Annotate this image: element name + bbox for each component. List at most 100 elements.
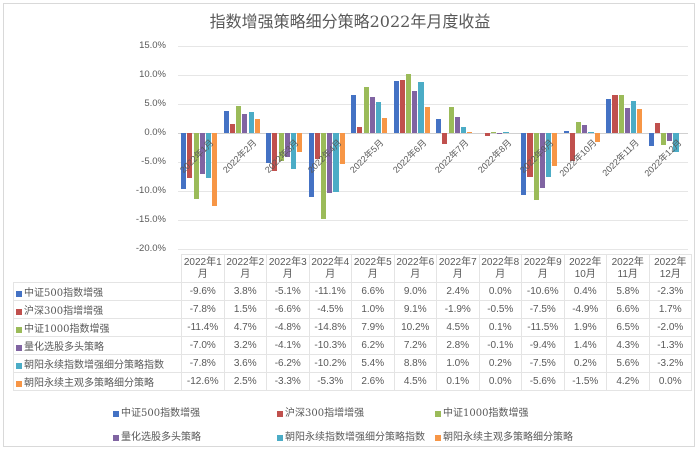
table-cell: 1.4% (563, 336, 607, 355)
table-cell: 6.6% (606, 300, 650, 319)
header-line-2: 月 (282, 268, 293, 280)
table-column-header: 2022年8 月 (478, 254, 522, 283)
bar (399, 80, 405, 133)
bar (248, 112, 254, 133)
header-line-2: 月 (410, 268, 421, 280)
bar (563, 130, 569, 133)
series-name: 朝阳永续主观多策略细分策略 (24, 378, 154, 389)
table-cell: -0.5% (478, 300, 522, 319)
table-cell: 0.2% (478, 354, 522, 373)
table-cell: -7.0% (181, 336, 225, 355)
table-cell: -7.8% (181, 300, 225, 319)
series-row-header: 中证1000指数增强 (13, 318, 182, 337)
bar (654, 123, 661, 133)
table-cell: -6.2% (266, 354, 310, 373)
bar (503, 131, 509, 133)
y-tick-label: -5.0% (141, 156, 166, 167)
bar (321, 133, 327, 219)
series-name: 中证1000指数增强 (24, 324, 110, 335)
header-line-1: 2022年 (611, 256, 644, 268)
table-row: 朝阳永续指数增强细分策略指数 -7.8% 3.6% -6.2% -10.2% 5.4% 8.… (13, 354, 692, 373)
y-tick-label: 5.0% (144, 98, 166, 109)
table-column-header: 2022年9 月 (521, 254, 565, 283)
table-cell: 1.0% (436, 354, 480, 373)
legend-label: 朝阳永续指数增强细分策略指数 (285, 432, 425, 443)
legend-key-icon (435, 434, 441, 441)
bar (491, 132, 497, 134)
legend-key-icon (435, 410, 441, 417)
bar (229, 124, 235, 133)
bar (673, 133, 679, 152)
bar (212, 133, 218, 207)
series-name: 量化选股多头策略 (24, 342, 104, 353)
table-row: 沪深300指增增强 -7.8% 1.5% -6.6% -4.5% 1.0% 9.1% -1.9… (13, 300, 692, 319)
table-column-header: 2022年 12月 (648, 254, 692, 283)
table-cell: -4.9% (563, 300, 607, 319)
bar (357, 127, 363, 133)
table-cell: 2.8% (436, 336, 480, 355)
table-column-header: 2022年 10月 (563, 254, 607, 283)
table-cell: -1.3% (648, 336, 692, 355)
header-line-1: 2022年7 (438, 256, 477, 268)
table-cell: -5.1% (266, 282, 310, 301)
gridline (178, 75, 688, 76)
header-line-1: 2022年 (569, 256, 602, 268)
gridline (178, 220, 688, 221)
table-cell: -3.3% (266, 372, 310, 391)
table-cell: 3.2% (223, 336, 267, 355)
bar (606, 99, 612, 133)
table-cell: -10.6% (521, 282, 565, 301)
table-cell: 3.8% (223, 282, 267, 301)
legend-label: 中证500指数增强 (121, 408, 201, 419)
table-cell: -12.6% (181, 372, 225, 391)
bar (545, 133, 552, 177)
gridline (178, 46, 688, 47)
bar (533, 133, 539, 200)
legend-label: 朝阳永续主观多策略细分策略 (443, 432, 573, 443)
table-cell: 1.5% (223, 300, 267, 319)
bar (333, 133, 339, 193)
bar (424, 106, 430, 133)
legend-key-icon (277, 410, 283, 417)
header-line-1: 2022年9 (523, 256, 562, 268)
table-cell: 0.2% (563, 354, 607, 373)
legend-key-icon (16, 380, 22, 387)
bar (569, 133, 576, 162)
bar (460, 127, 467, 133)
table-cell: -5.3% (308, 372, 352, 391)
header-line-2: 11月 (617, 268, 638, 280)
header-line-1: 2022年5 (353, 256, 392, 268)
table-cell: -11.5% (521, 318, 565, 337)
legend-item: 中证1000指数增强 (435, 404, 528, 419)
header-line-2: 月 (325, 268, 336, 280)
table-corner (13, 254, 182, 283)
table-cell: 1.7% (648, 300, 692, 319)
header-line-1: 2022年2 (226, 256, 265, 268)
y-tick-label: 0.0% (144, 127, 166, 138)
bar (363, 87, 369, 133)
table-cell: 5.6% (606, 354, 650, 373)
table-cell: -7.5% (521, 354, 565, 373)
header-line-2: 月 (537, 268, 548, 280)
legend-key-icon (16, 326, 22, 333)
bar (661, 133, 667, 145)
header-line-2: 10月 (574, 268, 596, 280)
bar (369, 97, 375, 133)
table-cell: 1.0% (351, 300, 395, 319)
bar (412, 91, 418, 133)
table-cell: 5.8% (606, 282, 650, 301)
series-row-header: 量化选股多头策略 (13, 336, 182, 355)
table-cell: 4.3% (606, 336, 650, 355)
header-line-2: 月 (495, 268, 506, 280)
gridline (178, 191, 688, 192)
table-cell: -10.3% (308, 336, 352, 355)
bar (206, 133, 212, 179)
y-tick-label: -10.0% (135, 185, 166, 196)
bar (290, 133, 297, 169)
table-column-header: 2022年5 月 (351, 254, 395, 283)
legend-item: 量化选股多头策略 (113, 428, 201, 443)
y-tick-label: -15.0% (135, 214, 166, 225)
table-row: 朝阳永续主观多策略细分策略 -12.6% 2.5% -3.3% -5.3% 2.6% 4.5… (13, 372, 692, 391)
table-cell: 9.0% (393, 282, 437, 301)
bar (199, 133, 205, 174)
